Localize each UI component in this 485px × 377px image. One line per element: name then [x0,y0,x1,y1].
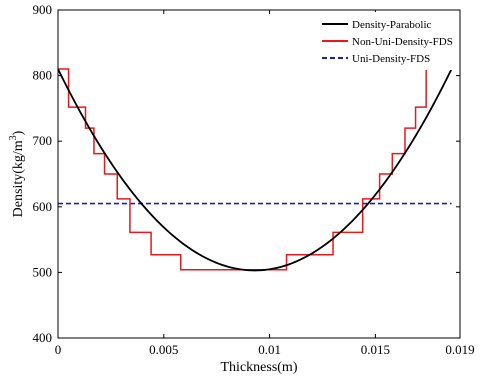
y-tick-label: 800 [33,68,53,83]
y-tick-label: 500 [33,264,53,279]
y-tick-label: 400 [33,330,53,345]
y-tick-label: 700 [33,133,53,148]
x-tick-label: 0.01 [258,342,281,357]
parabolic-density-curve [57,68,453,272]
x-axis-label: Thickness(m) [221,360,298,375]
legend-label-non-uni: Non-Uni-Density-FDS [352,36,453,48]
x-tick-label: 0 [55,342,62,357]
series-layer [57,68,453,272]
y-tick-label: 600 [33,199,53,214]
plot-frame [57,9,461,339]
y-axis-label-close: ) [11,130,26,135]
y-axis-label-main: Density(kg/m [11,140,26,217]
legend-label-uni: Uni-Density-FDS [352,53,430,65]
y-axis-label-sup: 3 [8,135,19,140]
x-tick-label: 0.005 [149,342,178,357]
ticks-layer: 0 0.005 0.01 0.015 0.019 400 500 600 700 800 900 [33,2,475,357]
legend: Density-Parabolic Non-Uni-Density-FDS Un… [318,12,458,70]
x-tick-label: 0.015 [361,342,390,357]
y-tick-label: 900 [33,2,53,17]
legend-label-parabolic: Density-Parabolic [352,19,432,31]
y-axis-label: Density(kg/m3) [8,130,26,217]
x-tick-label: 0.019 [445,342,474,357]
